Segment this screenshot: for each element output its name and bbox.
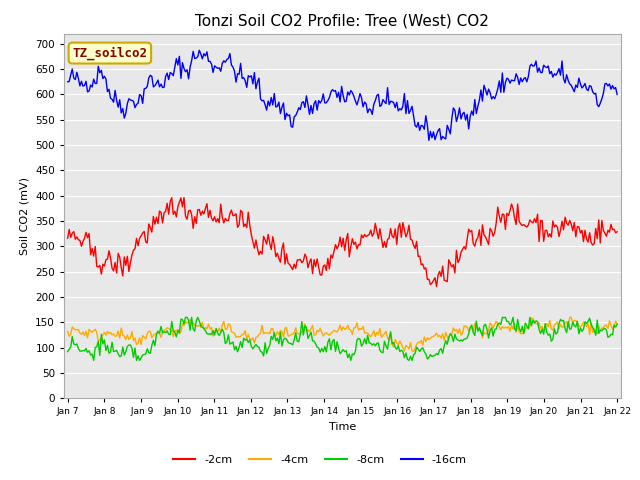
- Text: TZ_soilco2: TZ_soilco2: [72, 47, 147, 60]
- Y-axis label: Soil CO2 (mV): Soil CO2 (mV): [20, 177, 29, 255]
- X-axis label: Time: Time: [329, 422, 356, 432]
- Title: Tonzi Soil CO2 Profile: Tree (West) CO2: Tonzi Soil CO2 Profile: Tree (West) CO2: [195, 13, 490, 28]
- Legend: -2cm, -4cm, -8cm, -16cm: -2cm, -4cm, -8cm, -16cm: [169, 451, 471, 469]
